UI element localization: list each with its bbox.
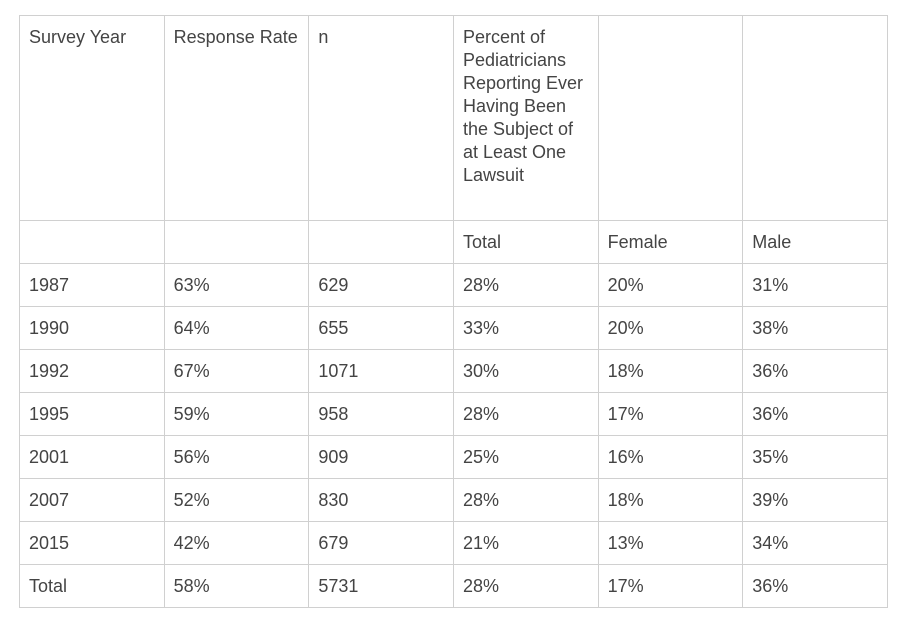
table-row: 2001 56% 909 25% 16% 35% [19, 435, 888, 479]
table-cell: 1071 [308, 349, 454, 393]
table-cell: 629 [308, 263, 454, 307]
table-cell: 16% [597, 435, 744, 479]
table-cell: 58% [163, 564, 310, 608]
data-table: Survey Year Response Rate n Percent of Pedi… [19, 15, 888, 608]
table-cell: 2007 [19, 478, 165, 522]
header-cell: Response Rate [163, 15, 310, 221]
table-cell: 36% [742, 564, 888, 608]
table-body: Survey Year Response Rate n Percent of Pedi… [19, 15, 888, 608]
table-cell: 1995 [19, 392, 165, 436]
table-cell: 59% [163, 392, 310, 436]
subheader-cell: Male [742, 220, 888, 264]
table-cell: 17% [597, 564, 744, 608]
table-cell: 63% [163, 263, 310, 307]
table-cell: 655 [308, 306, 454, 350]
table-row: 1992 67% 1071 30% 18% 36% [19, 349, 888, 393]
table-cell: 1992 [19, 349, 165, 393]
table-cell: 25% [452, 435, 599, 479]
table-row: Total 58% 5731 28% 17% 36% [19, 564, 888, 608]
table-cell: 28% [452, 478, 599, 522]
subheader-cell [163, 220, 310, 264]
table-cell: 958 [308, 392, 454, 436]
table-cell: 28% [452, 564, 599, 608]
table-cell: 20% [597, 306, 744, 350]
table-row: 1995 59% 958 28% 17% 36% [19, 392, 888, 436]
table-row: 2015 42% 679 21% 13% 34% [19, 521, 888, 565]
table-cell: 35% [742, 435, 888, 479]
table-cell: 679 [308, 521, 454, 565]
header-cell: Percent of Pediatricians Reporting Ever … [452, 15, 599, 221]
table-cell: 39% [742, 478, 888, 522]
table-row: 1987 63% 629 28% 20% 31% [19, 263, 888, 307]
table-cell: 909 [308, 435, 454, 479]
table-cell: 30% [452, 349, 599, 393]
table-cell: 36% [742, 392, 888, 436]
table-cell: 18% [597, 349, 744, 393]
header-cell [597, 15, 744, 221]
table-cell: 13% [597, 521, 744, 565]
table-cell: Total [19, 564, 165, 608]
table-cell: 2015 [19, 521, 165, 565]
table-cell: 28% [452, 392, 599, 436]
subheader-row: Total Female Male [19, 220, 888, 264]
table-cell: 2001 [19, 435, 165, 479]
table-cell: 28% [452, 263, 599, 307]
table-cell: 42% [163, 521, 310, 565]
header-cell [742, 15, 888, 221]
table-cell: 52% [163, 478, 310, 522]
table-cell: 1987 [19, 263, 165, 307]
table-cell: 67% [163, 349, 310, 393]
table-cell: 5731 [308, 564, 454, 608]
table-cell: 18% [597, 478, 744, 522]
subheader-cell: Total [452, 220, 599, 264]
table-cell: 34% [742, 521, 888, 565]
table-cell: 33% [452, 306, 599, 350]
table-cell: 17% [597, 392, 744, 436]
table-cell: 830 [308, 478, 454, 522]
header-row: Survey Year Response Rate n Percent of Pedi… [19, 15, 888, 221]
header-cell: Survey Year [19, 15, 165, 221]
table-cell: 56% [163, 435, 310, 479]
table-cell: 1990 [19, 306, 165, 350]
table-cell: 64% [163, 306, 310, 350]
table-cell: 36% [742, 349, 888, 393]
table-cell: 38% [742, 306, 888, 350]
table-cell: 21% [452, 521, 599, 565]
table-cell: 31% [742, 263, 888, 307]
subheader-cell: Female [597, 220, 744, 264]
table-row: 2007 52% 830 28% 18% 39% [19, 478, 888, 522]
subheader-cell [19, 220, 165, 264]
table-cell: 20% [597, 263, 744, 307]
subheader-cell [308, 220, 454, 264]
table-row: 1990 64% 655 33% 20% 38% [19, 306, 888, 350]
header-cell: n [308, 15, 454, 221]
